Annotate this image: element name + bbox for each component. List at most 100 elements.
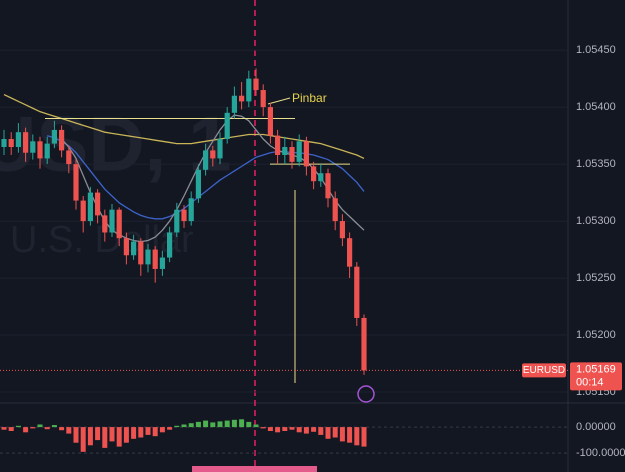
candle-body — [318, 173, 324, 182]
indicator-bar — [267, 427, 273, 431]
candle-body — [181, 209, 187, 222]
indicator-bar — [116, 427, 122, 447]
indicator-bar — [145, 427, 151, 435]
annotation: Pinbar — [292, 91, 327, 105]
candle-body — [188, 198, 194, 222]
candle-body — [123, 238, 129, 256]
candle-body — [210, 150, 216, 159]
candle-body — [116, 209, 122, 239]
candle-body — [253, 78, 259, 91]
indicator-bar — [253, 424, 259, 428]
candle-body — [174, 209, 180, 233]
candle-body — [260, 90, 266, 108]
indicator-bar — [239, 419, 245, 428]
indicator-bar — [318, 427, 324, 435]
candle-body — [303, 141, 309, 167]
candle-body — [167, 232, 173, 258]
watermark-description: U.S. Dollar — [10, 219, 194, 261]
indicator-bar — [188, 423, 194, 428]
indicator-bar — [224, 420, 230, 428]
indicator-bar — [159, 427, 165, 433]
replay-icon[interactable] — [357, 385, 375, 403]
y-tick-label: 1.05350 — [576, 158, 616, 170]
candle-body — [87, 192, 93, 222]
indicator-bar — [123, 427, 129, 443]
indicator-bar — [296, 427, 302, 433]
candle-body — [30, 141, 36, 153]
candle-body — [131, 241, 137, 256]
candle-body — [289, 147, 295, 162]
indicator-bar — [95, 427, 101, 441]
candle-body — [217, 139, 223, 159]
indicator-bar — [66, 427, 72, 434]
candle-body — [332, 198, 338, 222]
indicator-bar — [354, 427, 360, 446]
candle-body — [239, 95, 245, 102]
y-tick-label: 1.05300 — [576, 215, 616, 227]
candle-body — [95, 192, 101, 216]
candle-body — [311, 166, 317, 182]
indicator-bar — [347, 427, 353, 443]
indicator-bar — [174, 425, 180, 428]
indicator-bar — [102, 427, 108, 448]
indicator-bar — [246, 421, 252, 428]
candle-body — [138, 241, 144, 265]
indicator-bar — [195, 421, 201, 428]
candle-body — [339, 221, 345, 239]
candle-body — [102, 215, 108, 233]
candle-body — [109, 209, 115, 233]
candle-body — [246, 78, 252, 102]
indicator-bar — [289, 427, 295, 430]
indicator-bar — [80, 427, 86, 452]
indicator-tick-label: -100.00000 — [576, 447, 625, 459]
y-tick-label: 1.05200 — [576, 329, 616, 341]
candle-body — [1, 139, 7, 148]
annotation-pointer — [267, 97, 291, 105]
indicator-bar — [325, 427, 331, 439]
indicator-tick-label: 0.00000 — [576, 421, 616, 433]
indicator-bar — [30, 427, 36, 429]
indicator-bar — [44, 427, 50, 430]
indicator-bar — [1, 427, 7, 430]
candle-body — [73, 164, 79, 201]
candle-body — [44, 143, 50, 159]
indicator-bar — [8, 427, 14, 431]
indicator-bar — [203, 420, 209, 428]
moving-average — [3, 93, 365, 159]
indicator-bar — [51, 425, 57, 428]
indicator-bar — [23, 427, 29, 433]
candle-body — [347, 238, 353, 267]
indicator-bar — [217, 421, 223, 428]
candle-body — [152, 249, 158, 269]
indicator-bar — [73, 427, 79, 443]
indicator-bar — [210, 422, 216, 428]
price-badge — [570, 362, 622, 391]
countdown-label: 00:14 — [576, 376, 604, 388]
indicator-bar — [275, 427, 281, 433]
indicator-bar — [260, 427, 266, 429]
indicator-bar — [59, 427, 65, 431]
candle-body — [23, 132, 29, 153]
indicator-bar — [231, 419, 237, 428]
candle-body — [361, 317, 367, 371]
candle-body — [203, 150, 209, 170]
indicator-bar — [332, 427, 338, 438]
y-tick-label: 1.05450 — [576, 44, 616, 56]
indicator-bar — [37, 424, 43, 428]
indicator-bar — [282, 427, 288, 431]
candle-body — [296, 141, 302, 162]
indicator-bar — [138, 427, 144, 438]
candle-body — [354, 266, 360, 318]
indicator-bar — [361, 427, 367, 447]
candle-body — [325, 173, 331, 199]
candle-body — [15, 132, 21, 148]
candle-body — [51, 129, 57, 144]
candle-body — [37, 141, 43, 159]
y-tick-label: 1.05250 — [576, 272, 616, 284]
indicator-bar — [109, 427, 115, 442]
indicator-bar — [87, 427, 93, 446]
indicator-bar — [167, 427, 173, 430]
candle-body — [159, 257, 165, 269]
